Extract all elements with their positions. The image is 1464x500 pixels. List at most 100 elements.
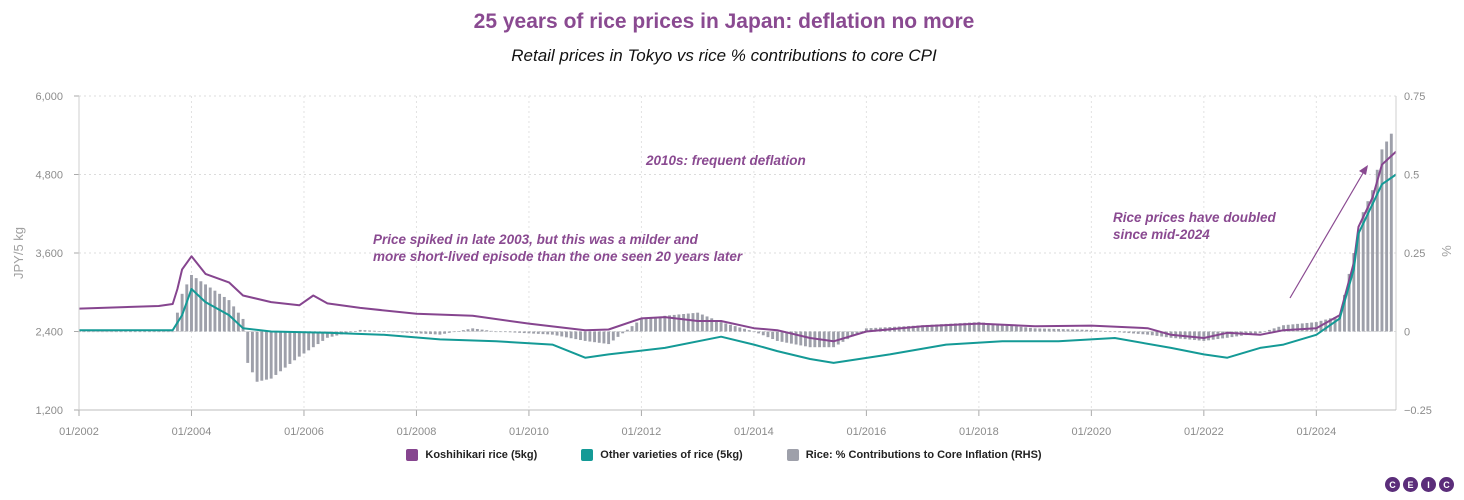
- logo-letter: I: [1421, 477, 1436, 492]
- bar-contribution: [953, 323, 957, 332]
- bar-contribution: [546, 331, 550, 335]
- bar-contribution: [841, 331, 845, 342]
- bar-contribution: [621, 331, 625, 334]
- bar-contribution: [1113, 331, 1117, 333]
- bar-contribution: [518, 331, 522, 333]
- annotation-arrowhead: [1359, 165, 1368, 175]
- legend-item-core-inflation[interactable]: Rice: % Contributions to Core Inflation …: [786, 449, 1042, 461]
- chart-canvas: 1,200 2,400 3,600 4,800 6,000 −0.25 0 0.25 0.5 0.…: [11, 91, 1454, 438]
- bar-contribution: [930, 324, 934, 332]
- bar-contribution: [921, 325, 925, 332]
- bar-contribution: [607, 331, 611, 345]
- bar-contribution: [775, 331, 779, 341]
- bar-contribution: [1282, 325, 1285, 332]
- bar-contribution: [1057, 329, 1061, 332]
- bar-contribution: [1221, 331, 1225, 339]
- bar-contribution: [194, 278, 198, 332]
- bar-contribution: [311, 331, 315, 348]
- bar-contribution: [907, 326, 911, 332]
- bar-contribution: [724, 323, 728, 332]
- bar-contribution: [827, 331, 831, 348]
- bar-contribution: [771, 331, 775, 340]
- bar-contribution: [1202, 331, 1206, 341]
- legend-item-other-varieties[interactable]: Other varieties of rice (5kg): [581, 449, 743, 461]
- bar-contribution: [213, 290, 217, 332]
- bar-contribution: [1268, 329, 1271, 332]
- bar-contribution: [204, 284, 207, 332]
- bar-contribution: [208, 287, 212, 332]
- y2-tick-label: 0: [1404, 327, 1410, 339]
- bar-contribution: [1225, 331, 1229, 338]
- bar-contribution: [668, 315, 671, 332]
- x-tick-label: 01/2022: [1184, 426, 1224, 438]
- bar-contribution: [279, 331, 282, 372]
- y-tick-label: 2,400: [35, 327, 63, 339]
- bar-contribution: [719, 322, 723, 332]
- bar-contribution: [1300, 323, 1304, 332]
- bar-contribution: [658, 316, 662, 332]
- bar-contribution: [602, 331, 606, 344]
- bar-contribution: [363, 330, 367, 332]
- bar-contribution: [639, 318, 643, 332]
- bar-contribution: [860, 331, 864, 332]
- bar-contribution: [1333, 317, 1337, 332]
- bar-contribution: [1028, 327, 1032, 332]
- bar-contribution: [475, 328, 479, 332]
- axes: 1,200 2,400 3,600 4,800 6,000 −0.25 0 0.25 0.5 0.…: [11, 91, 1454, 438]
- bar-contribution: [696, 312, 700, 332]
- bar-contribution: [522, 331, 526, 334]
- y-tick-label: 4,800: [35, 170, 63, 182]
- bar-contribution: [82, 331, 86, 333]
- bar-contribution: [1155, 331, 1159, 336]
- bar-contribution: [968, 322, 971, 332]
- bar-contribution: [611, 331, 615, 341]
- legend-item-koshihikari[interactable]: Koshihikari rice (5kg): [406, 449, 537, 461]
- bar-contribution: [1141, 331, 1145, 335]
- x-tick-label: 01/2012: [622, 426, 662, 438]
- bar-contribution: [846, 331, 850, 340]
- chart-subtitle: Retail prices in Tokyo vs rice % contrib…: [511, 46, 937, 65]
- x-tick-label: 01/2006: [284, 426, 324, 438]
- bar-contribution: [1103, 331, 1107, 332]
- bar-contribution: [963, 322, 967, 332]
- bar-contribution: [1066, 329, 1070, 332]
- bar-contribution: [410, 331, 414, 333]
- x-tick-label: 01/2014: [734, 426, 774, 438]
- x-tick-label: 01/2018: [959, 426, 999, 438]
- bar-contribution: [982, 322, 986, 332]
- annotation-deflation: 2010s: frequent deflation: [645, 153, 806, 168]
- line-other-varieties: [79, 173, 1397, 364]
- bar-contribution: [911, 325, 915, 332]
- bar-contribution: [105, 331, 109, 333]
- bar-contribution: [939, 324, 943, 332]
- bar-contribution: [1010, 325, 1014, 332]
- bar-contribution: [1094, 330, 1098, 332]
- bar-contribution: [789, 331, 793, 344]
- bar-contribution: [1014, 326, 1018, 332]
- bar-contribution: [1089, 329, 1093, 332]
- bar-contribution: [1075, 329, 1079, 332]
- bar-contribution: [443, 331, 447, 334]
- bar-contribution: [368, 330, 372, 332]
- bar-contribution: [1314, 322, 1318, 332]
- bar-contribution: [649, 317, 653, 332]
- bar-contribution: [832, 331, 836, 348]
- bar-contribution: [630, 326, 634, 332]
- bar-contribution: [138, 331, 142, 333]
- bar-contribution: [297, 331, 301, 357]
- bar-contribution: [485, 330, 489, 332]
- bar-contribution: [1286, 324, 1290, 332]
- bar-contribution: [799, 331, 803, 346]
- bar-contribution: [236, 312, 240, 332]
- bar-contribution: [752, 331, 756, 333]
- annotation-doubled-line1: Rice prices have doubled: [1113, 210, 1277, 225]
- bar-contribution: [494, 331, 498, 333]
- bar-contribution: [1005, 325, 1009, 332]
- y-tick-label: 1,200: [35, 405, 63, 417]
- bar-contribution: [991, 323, 995, 332]
- bar-contribution: [250, 331, 254, 373]
- line-koshihikari: [78, 150, 1397, 343]
- bar-contribution: [424, 331, 428, 334]
- bar-contribution: [574, 331, 578, 340]
- bar-contribution: [1338, 315, 1342, 332]
